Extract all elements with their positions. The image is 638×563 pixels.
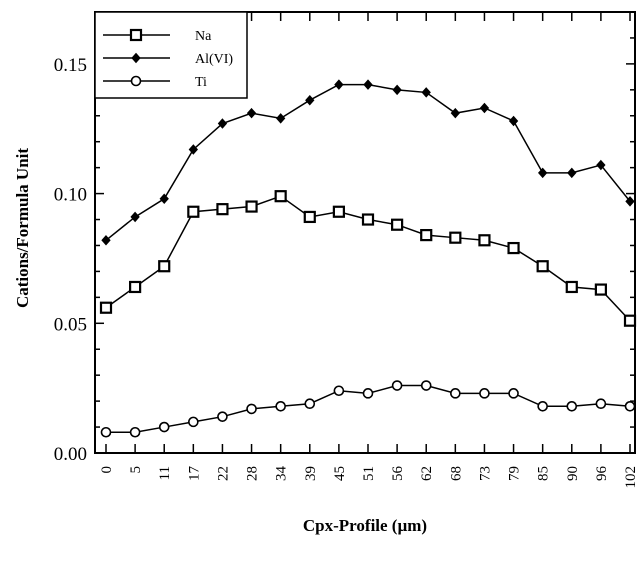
- x-tick-label: 39: [303, 466, 319, 481]
- data-point-square: [216, 203, 229, 216]
- data-point-square: [507, 241, 520, 255]
- data-point-diamond: [625, 196, 635, 207]
- data-point-square: [594, 283, 607, 296]
- data-point-circle: [129, 426, 141, 438]
- x-tick-label: 11: [157, 466, 173, 480]
- data-point-circle: [508, 388, 519, 399]
- data-point-square: [99, 301, 113, 314]
- series-na: [99, 190, 637, 327]
- x-tick-label: 79: [507, 466, 523, 481]
- data-point-diamond: [479, 102, 490, 114]
- data-point-square: [478, 234, 491, 247]
- data-point-diamond: [305, 94, 315, 106]
- data-point-diamond: [392, 84, 402, 96]
- series-ti: [100, 380, 636, 438]
- x-tick-label: 5: [128, 466, 144, 474]
- data-point-circle: [537, 401, 548, 412]
- data-point-square: [274, 190, 287, 203]
- data-point-square: [303, 210, 316, 224]
- x-tick-label: 34: [274, 466, 290, 482]
- data-point-circle: [333, 385, 345, 397]
- x-tick-label: 22: [215, 466, 231, 481]
- data-point-circle: [100, 426, 112, 438]
- data-point-square: [332, 205, 345, 218]
- data-point-diamond: [131, 52, 141, 64]
- x-tick-label: 102: [623, 466, 638, 489]
- data-point-circle: [450, 388, 461, 399]
- x-tick-label: 68: [448, 466, 464, 481]
- data-point-square: [449, 231, 462, 244]
- data-point-circle: [362, 388, 374, 399]
- data-point-diamond: [246, 107, 257, 119]
- x-tick-label: 62: [419, 466, 435, 481]
- data-point-square: [565, 280, 578, 294]
- data-point-diamond: [567, 167, 577, 179]
- series-al-vi-: [101, 79, 635, 246]
- x-tick-label: 51: [361, 466, 377, 481]
- data-point-circle: [217, 411, 228, 422]
- x-tick-label: 0: [99, 466, 115, 474]
- x-tick-label: 17: [186, 466, 202, 482]
- legend-label: Al(VI): [195, 52, 233, 67]
- x-tick-label: 73: [477, 466, 493, 481]
- legend-label: Ti: [195, 75, 207, 90]
- legend: Na Al(VI) Ti: [94, 11, 248, 99]
- data-point-circle: [304, 398, 316, 410]
- x-tick-label: 90: [565, 466, 581, 481]
- data-point-square: [391, 218, 404, 231]
- legend-label: Na: [195, 29, 212, 44]
- x-axis-ticks: 0 5 11 17 22 28 34 39 45 51 56 62 68 73 79 85 90 96 102: [99, 12, 638, 489]
- data-point-circle: [130, 75, 142, 87]
- y-tick-label: 0.15: [54, 55, 87, 76]
- y-tick-label: 0.05: [54, 314, 87, 335]
- data-point-diamond: [421, 87, 431, 98]
- data-point-circle: [275, 401, 286, 412]
- plot-frame: [94, 11, 636, 454]
- data-point-circle: [566, 401, 578, 412]
- y-tick-label: 0.00: [54, 444, 87, 465]
- x-tick-label: 56: [390, 466, 406, 482]
- data-point-diamond: [275, 113, 286, 124]
- data-point-circle: [246, 403, 257, 415]
- data-point-diamond: [188, 144, 199, 155]
- data-point-square: [129, 28, 143, 42]
- data-point-diamond: [217, 118, 228, 129]
- x-axis-title: Cpx-Profile (µm): [303, 516, 427, 535]
- data-point-square: [129, 280, 142, 294]
- data-point-diamond: [334, 79, 344, 90]
- data-point-square: [361, 213, 375, 226]
- x-tick-label: 28: [245, 466, 261, 481]
- x-tick-label: 45: [332, 466, 348, 481]
- data-point-circle: [391, 380, 403, 391]
- legend-box: [94, 11, 248, 99]
- data-point-diamond: [596, 159, 606, 171]
- data-point-diamond: [130, 211, 140, 223]
- data-point-circle: [158, 421, 170, 433]
- data-point-square: [420, 228, 433, 242]
- data-point-square: [245, 200, 258, 213]
- data-point-diamond: [363, 79, 373, 90]
- data-point-circle: [595, 398, 607, 410]
- series-layer: [99, 79, 637, 438]
- data-point-diamond: [508, 115, 519, 127]
- data-point-diamond: [101, 235, 111, 246]
- data-point-circle: [479, 388, 490, 399]
- data-point-square: [187, 205, 200, 218]
- data-point-square: [536, 260, 549, 273]
- data-point-diamond: [537, 167, 548, 179]
- y-axis-title: Cations/Formula Unit: [13, 148, 32, 308]
- data-point-square: [158, 260, 171, 273]
- data-point-circle: [624, 401, 636, 412]
- y-tick-label: 0.10: [54, 185, 87, 206]
- data-point-diamond: [450, 107, 461, 119]
- x-tick-label: 96: [594, 466, 610, 482]
- data-point-diamond: [159, 193, 169, 205]
- data-point-square: [623, 314, 637, 327]
- data-point-circle: [188, 416, 199, 428]
- x-tick-label: 85: [536, 466, 552, 481]
- data-point-circle: [420, 380, 432, 391]
